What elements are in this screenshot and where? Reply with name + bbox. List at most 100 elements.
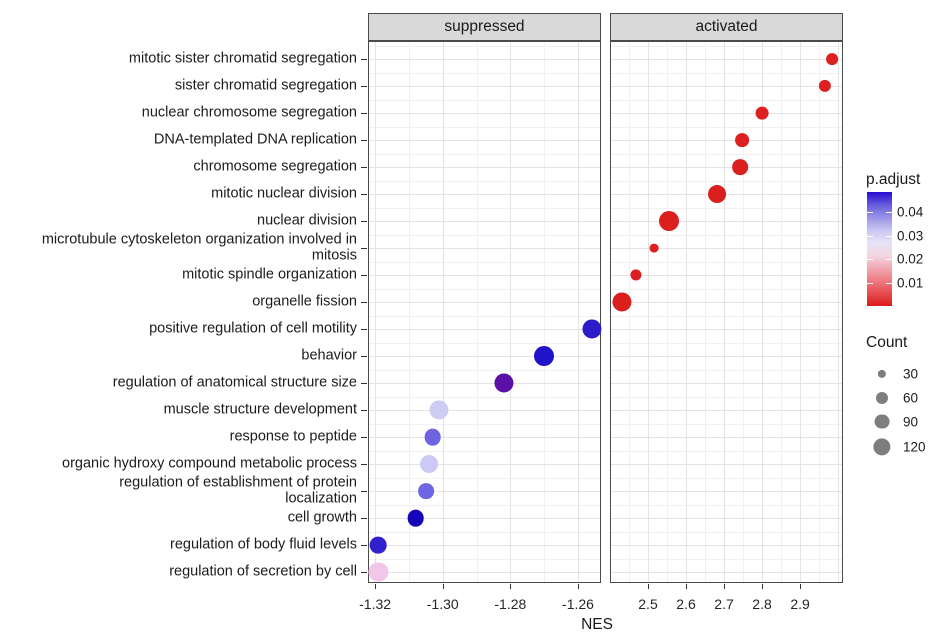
y-axis-tick-mark [361, 140, 367, 141]
category-label: regulation of establishment of protein l… [119, 474, 357, 506]
color-legend-tick-label: 0.01 [897, 275, 924, 291]
x-axis-tick-mark [648, 584, 649, 589]
gridline-horizontal [611, 302, 842, 303]
data-point [826, 53, 838, 65]
y-axis-tick-mark [361, 329, 367, 330]
gridline-vertical [762, 42, 764, 582]
data-point [707, 185, 726, 203]
category-label: DNA-templated DNA replication [153, 131, 357, 148]
category-label: nuclear chromosome segregation [141, 104, 357, 121]
gridline-horizontal [369, 342, 600, 344]
x-axis-title: NES [581, 616, 613, 633]
gridline-horizontal [369, 410, 600, 411]
gridline-horizontal [611, 531, 842, 533]
x-axis-tick-label: -1.32 [359, 596, 392, 612]
gridline-horizontal [369, 261, 600, 263]
gridline-horizontal [611, 450, 842, 452]
gridline-horizontal [611, 342, 842, 344]
gridline-horizontal [369, 315, 600, 317]
gridline-horizontal [369, 72, 600, 74]
x-axis-tick-label: 2.6 [676, 596, 696, 612]
gridline-horizontal [369, 329, 600, 330]
gridline-horizontal [611, 275, 842, 276]
gridline-horizontal [369, 234, 600, 236]
size-legend-label: 60 [903, 390, 919, 405]
gridline-vertical [544, 42, 546, 582]
x-axis-tick-mark [510, 584, 512, 589]
gridline-vertical [743, 42, 745, 582]
gridline-horizontal [611, 572, 842, 573]
size-legend-label: 90 [903, 414, 919, 429]
gridline-horizontal [611, 356, 842, 357]
x-axis-tick-mark [762, 584, 764, 589]
color-legend-title: p.adjust [866, 171, 921, 188]
facet-panel-activated [610, 41, 843, 583]
gridline-horizontal [611, 86, 842, 87]
data-point [755, 106, 769, 120]
gridline-horizontal [369, 59, 600, 60]
gridline-horizontal [369, 153, 600, 155]
y-axis-tick-mark [361, 518, 367, 519]
gridline-vertical [724, 42, 726, 582]
gridline-horizontal [611, 194, 842, 195]
color-legend-tick-mark [886, 259, 892, 261]
y-axis-tick-mark [361, 437, 367, 438]
gridline-horizontal [611, 477, 842, 479]
gridline-horizontal [611, 396, 842, 398]
gridline-horizontal [611, 167, 842, 168]
color-legend-tick-mark [886, 212, 892, 214]
x-axis-tick-label: 2.8 [752, 596, 772, 612]
gridline-horizontal [611, 261, 842, 263]
gridline-horizontal [611, 59, 842, 60]
x-axis-tick-label: 2.5 [638, 596, 658, 612]
gridline-horizontal [611, 234, 842, 236]
gridline-horizontal [611, 491, 842, 492]
gridline-horizontal [369, 207, 600, 209]
category-label: response to peptide [229, 428, 357, 445]
gridline-vertical [408, 42, 410, 582]
gridline-horizontal [611, 288, 842, 290]
gridline-vertical [819, 42, 821, 582]
x-axis-tick-mark [724, 584, 726, 589]
data-point [581, 319, 602, 339]
size-legend-title: Count [866, 334, 908, 351]
category-label: mitotic nuclear division [211, 185, 357, 202]
data-point [370, 536, 387, 554]
color-legend-tick-mark [886, 283, 892, 285]
gridline-horizontal [369, 450, 600, 452]
y-axis-tick-mark [361, 59, 367, 60]
gridline-horizontal [369, 464, 600, 465]
gridline-horizontal [611, 248, 842, 249]
gridline-horizontal [369, 423, 600, 425]
facet-strip-activated-label: activated [695, 18, 758, 35]
gridline-vertical [648, 42, 649, 582]
y-axis-tick-mark [361, 356, 367, 357]
gridline-horizontal [369, 86, 600, 87]
gridline-horizontal [369, 491, 600, 492]
category-label: organic hydroxy compound metabolic proce… [62, 455, 357, 472]
gridline-horizontal [611, 464, 842, 465]
data-point [424, 428, 441, 446]
gridline-horizontal [369, 302, 600, 303]
y-axis-tick-mark [361, 410, 367, 411]
color-legend-tick-mark [867, 235, 873, 237]
gridline-horizontal [369, 518, 600, 519]
gridline-horizontal [369, 356, 600, 357]
facet-strip-suppressed-label: suppressed [444, 18, 525, 35]
y-axis-tick-mark [361, 275, 367, 276]
gridline-vertical [838, 42, 840, 582]
y-axis-tick-mark [361, 167, 367, 168]
gridline-horizontal [369, 545, 600, 546]
gridline-horizontal [611, 410, 842, 411]
category-label: sister chromatid segregation [174, 77, 357, 94]
x-axis-tick-label: -1.26 [562, 596, 594, 612]
category-label: positive regulation of cell motility [149, 320, 357, 337]
gridline-horizontal [611, 504, 842, 506]
size-legend-dot [875, 391, 889, 404]
gridline-horizontal [369, 113, 600, 114]
gridline-horizontal [369, 194, 600, 195]
x-axis-tick-mark [578, 584, 579, 589]
data-point [420, 455, 439, 473]
data-point [417, 483, 434, 499]
gridline-vertical [781, 42, 783, 582]
